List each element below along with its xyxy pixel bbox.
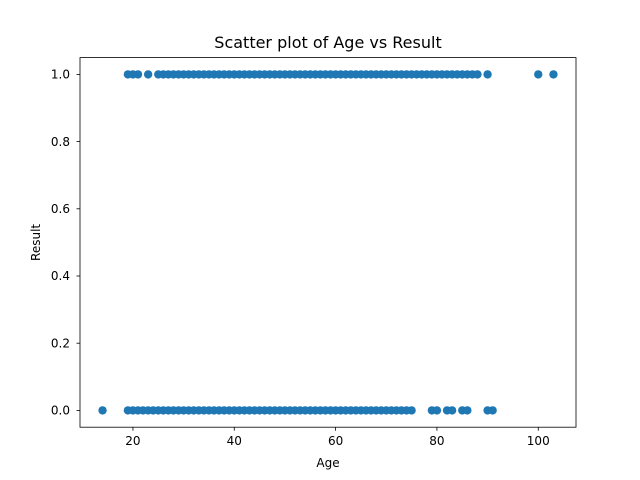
data-points [98,70,558,415]
data-point [534,70,543,79]
y-axis-title: Result [29,224,43,261]
y-axis-ticks: 0.0 0.2 0.4 0.6 0.8 1.0 [51,68,80,418]
data-point [549,70,558,79]
chart-title: Scatter plot of Age vs Result [214,33,441,52]
x-tick-label: 80 [429,434,444,448]
y-tick-label: 1.0 [51,68,70,82]
x-axis-title: Age [316,456,339,470]
data-point [133,70,143,79]
x-tick-label: 60 [328,434,343,448]
data-point [483,70,492,79]
plot-area-frame [79,57,577,428]
data-point [447,406,457,415]
x-tick-label: 40 [227,434,242,448]
x-tick-label: 100 [527,434,550,448]
y-tick-label: 0.4 [51,269,70,283]
data-point [407,406,416,415]
y-tick-label: 0.8 [51,135,70,149]
y-tick-label: 0.2 [51,336,70,350]
y-tick-label: 0.6 [51,202,70,216]
data-point [463,406,472,415]
data-point [143,70,153,79]
y-tick-label: 0.0 [51,404,70,418]
data-point [473,70,482,79]
data-point [488,406,497,415]
data-point [98,406,107,415]
data-point [432,406,442,415]
x-tick-label: 20 [125,434,140,448]
x-axis-ticks: 20 40 60 80 100 [125,427,550,448]
